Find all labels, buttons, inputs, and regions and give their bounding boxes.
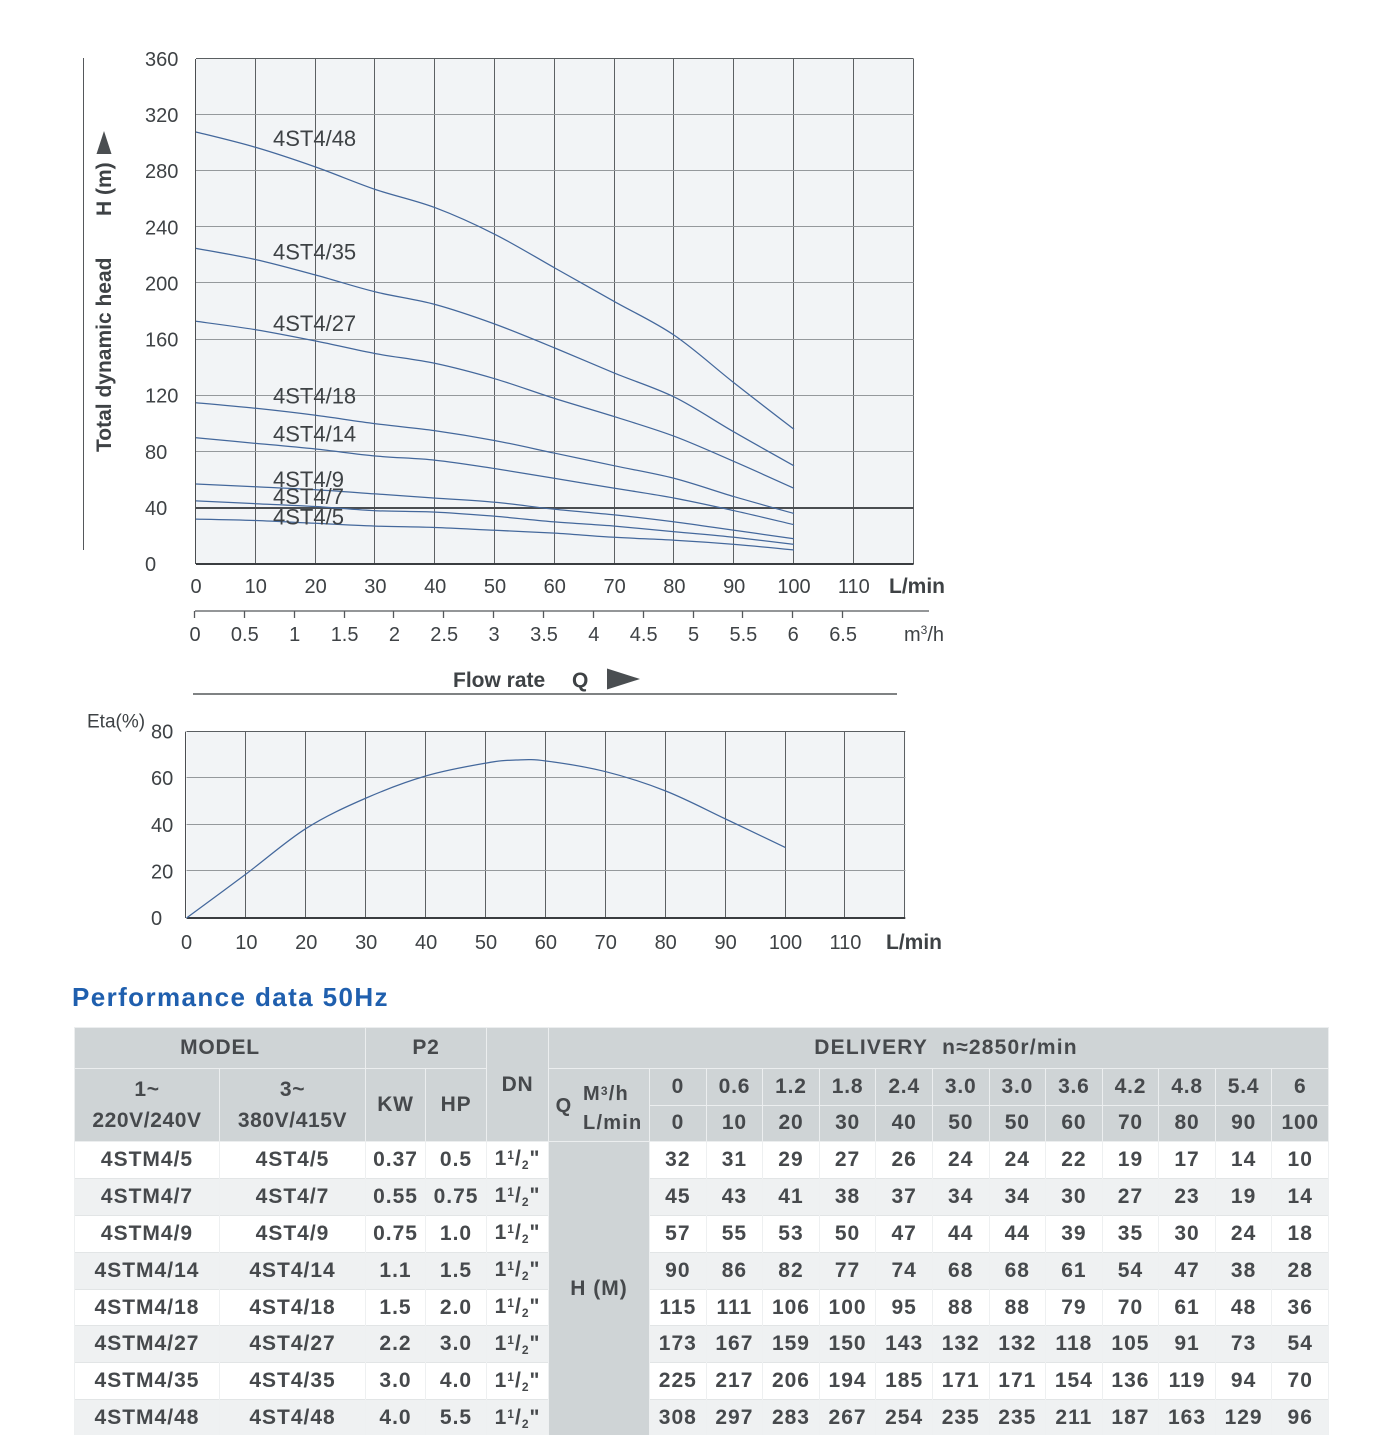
svg-text:Eta(%): Eta(%) <box>87 712 145 733</box>
svg-text:40: 40 <box>415 932 437 954</box>
svg-text:6: 6 <box>788 624 799 646</box>
svg-text:H (m): H (m) <box>93 162 116 216</box>
svg-text:60: 60 <box>151 768 173 790</box>
svg-text:Q: Q <box>572 669 588 692</box>
svg-text:Flow rate: Flow rate <box>453 669 545 692</box>
svg-text:240: 240 <box>145 217 178 239</box>
svg-text:90: 90 <box>714 932 736 954</box>
svg-text:6.5: 6.5 <box>829 624 857 646</box>
svg-text:30: 30 <box>364 576 386 598</box>
svg-text:1.5: 1.5 <box>331 624 359 646</box>
svg-text:20: 20 <box>304 576 326 598</box>
svg-text:40: 40 <box>151 815 173 837</box>
svg-text:50: 50 <box>475 932 497 954</box>
svg-text:80: 80 <box>145 442 167 464</box>
svg-text:4.5: 4.5 <box>630 624 658 646</box>
svg-text:110: 110 <box>829 932 861 954</box>
svg-text:20: 20 <box>295 932 317 954</box>
svg-text:280: 280 <box>145 161 178 183</box>
svg-text:110: 110 <box>838 576 870 598</box>
svg-text:0: 0 <box>145 554 156 576</box>
svg-text:Total dynamic head: Total dynamic head <box>93 258 116 453</box>
svg-text:0: 0 <box>190 576 201 598</box>
svg-text:20: 20 <box>151 861 173 883</box>
svg-text:L/min: L/min <box>889 575 945 598</box>
svg-text:4ST4/18: 4ST4/18 <box>273 384 356 409</box>
svg-text:4ST4/5: 4ST4/5 <box>273 505 344 530</box>
svg-text:120: 120 <box>145 386 178 408</box>
svg-text:4ST4/27: 4ST4/27 <box>273 311 356 336</box>
svg-text:100: 100 <box>769 932 802 954</box>
svg-text:40: 40 <box>424 576 446 598</box>
svg-text:70: 70 <box>595 932 617 954</box>
svg-text:4ST4/7: 4ST4/7 <box>273 484 344 509</box>
svg-text:80: 80 <box>151 722 173 744</box>
svg-text:4: 4 <box>588 624 599 646</box>
svg-text:5.5: 5.5 <box>729 624 757 646</box>
svg-text:4ST4/48: 4ST4/48 <box>273 126 356 151</box>
svg-text:320: 320 <box>145 105 178 127</box>
svg-text:50: 50 <box>484 576 506 598</box>
svg-text:0: 0 <box>181 932 192 954</box>
svg-text:L/min: L/min <box>886 931 942 954</box>
svg-text:10: 10 <box>245 576 267 598</box>
svg-text:0.5: 0.5 <box>231 624 259 646</box>
svg-text:200: 200 <box>145 273 178 295</box>
svg-text:1: 1 <box>289 624 300 646</box>
svg-text:10: 10 <box>235 932 257 954</box>
svg-text:360: 360 <box>145 49 178 71</box>
svg-text:5: 5 <box>688 624 699 646</box>
svg-text:60: 60 <box>535 932 557 954</box>
svg-text:90: 90 <box>723 576 745 598</box>
svg-text:160: 160 <box>145 330 178 352</box>
svg-text:80: 80 <box>655 932 677 954</box>
svg-text:40: 40 <box>145 498 167 520</box>
svg-text:0: 0 <box>189 624 200 646</box>
svg-text:4ST4/9: 4ST4/9 <box>273 467 344 492</box>
svg-text:3: 3 <box>489 624 500 646</box>
svg-text:4ST4/35: 4ST4/35 <box>273 240 356 265</box>
svg-text:2.5: 2.5 <box>430 624 458 646</box>
svg-text:70: 70 <box>603 576 625 598</box>
svg-text:4ST4/14: 4ST4/14 <box>273 422 356 447</box>
svg-text:30: 30 <box>355 932 377 954</box>
svg-text:80: 80 <box>663 576 685 598</box>
svg-text:0: 0 <box>151 908 162 930</box>
svg-text:100: 100 <box>777 576 810 598</box>
svg-text:m3/h: m3/h <box>904 623 944 646</box>
svg-text:3.5: 3.5 <box>530 624 558 646</box>
svg-text:60: 60 <box>544 576 566 598</box>
svg-text:2: 2 <box>389 624 400 646</box>
